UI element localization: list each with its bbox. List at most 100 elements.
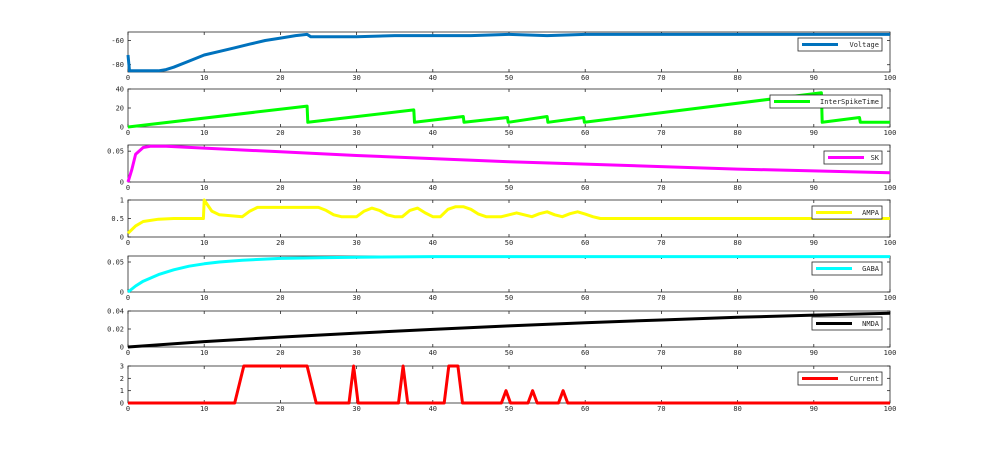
x-tick-label: 20: [276, 74, 284, 82]
y-tick-label: 0: [120, 179, 124, 187]
x-tick-label: 100: [884, 239, 897, 247]
x-tick-label: 30: [352, 74, 360, 82]
x-tick-label: 60: [581, 405, 589, 413]
x-tick-label: 70: [657, 129, 665, 137]
legend: NMDA: [811, 316, 883, 331]
series-ampa-line: [126, 198, 890, 235]
legend: AMPA: [811, 205, 883, 220]
y-tick-label: 0.05: [107, 148, 124, 156]
legend-label: NMDA: [862, 320, 880, 328]
series-gaba-line: [127, 255, 890, 294]
y-tick-label: 2: [120, 375, 124, 383]
x-tick-label: 40: [429, 184, 437, 192]
y-tick-label: 0: [120, 344, 124, 352]
x-tick-label: 10: [200, 74, 208, 82]
y-tick-label: -60: [111, 37, 124, 45]
legend-label: Current: [849, 375, 879, 383]
x-tick-label: 100: [884, 74, 897, 82]
subplot-7: 0 10 20 30 40 50 60 70 80 90 100 0 1 2 3 Current: [120, 363, 897, 414]
x-tick-label: 70: [657, 184, 665, 192]
series-nmda-line: [127, 311, 891, 349]
x-tick-label: 0: [126, 184, 130, 192]
x-tick-label: 90: [810, 74, 818, 82]
y-tick-label: 20: [116, 105, 124, 113]
x-tick-label: 20: [276, 405, 284, 413]
y-tick-label: 3: [120, 363, 124, 371]
legend: Current: [797, 371, 883, 386]
y-tick-label: 1: [120, 197, 124, 205]
subplot-2: 0 10 20 30 40 50 60 70 80 90 100 0 20 40 InterSpikeTim…: [116, 86, 897, 138]
x-tick-label: 0: [126, 239, 130, 247]
y-tick-label: 40: [116, 86, 124, 94]
y-tick-label: 0.04: [107, 308, 124, 316]
x-tick-label: 30: [352, 294, 360, 302]
x-tick-label: 100: [884, 294, 897, 302]
legend: Voltage: [797, 37, 883, 52]
x-tick-label: 80: [733, 239, 741, 247]
x-tick-label: 70: [657, 349, 665, 357]
y-tick-label: 0: [120, 400, 124, 408]
legend-label: Voltage: [849, 41, 879, 49]
x-tick-label: 60: [581, 129, 589, 137]
x-tick-label: 10: [200, 294, 208, 302]
x-tick-label: 70: [657, 405, 665, 413]
subplot-5: 0 10 20 30 40 50 60 70 80 90 100 0 0.05 GABA: [107, 255, 897, 302]
x-tick-label: 30: [352, 184, 360, 192]
y-tick-label: 0: [120, 289, 124, 297]
x-tick-label: 60: [581, 239, 589, 247]
x-tick-label: 0: [126, 405, 130, 413]
x-tick-label: 10: [200, 405, 208, 413]
x-tick-label: 70: [657, 239, 665, 247]
series-interspiketime-line: [127, 91, 890, 129]
y-tick-label: 0: [120, 234, 124, 242]
legend: GABA: [811, 261, 883, 276]
x-tick-label: 50: [505, 239, 513, 247]
x-tick-label: 20: [276, 184, 284, 192]
legend-label: AMPA: [862, 209, 880, 217]
series-voltage-line: [126, 32, 890, 73]
x-tick-label: 70: [657, 74, 665, 82]
x-tick-label: 100: [884, 184, 897, 192]
legend-box: [797, 37, 883, 52]
x-tick-label: 90: [810, 405, 818, 413]
x-tick-label: 80: [733, 129, 741, 137]
x-tick-label: 0: [126, 74, 130, 82]
subplot-1: 0 10 20 30 40 50 60 70 80 90 100 -80 -60 Voltage: [111, 31, 897, 82]
x-tick-label: 30: [352, 129, 360, 137]
axes-box: [127, 31, 891, 73]
x-tick-label: 60: [581, 294, 589, 302]
x-tick-label: 20: [276, 129, 284, 137]
x-tick-label: 80: [733, 405, 741, 413]
x-tick-label: 60: [581, 74, 589, 82]
x-tick-label: 90: [810, 349, 818, 357]
x-tick-label: 40: [429, 129, 437, 137]
x-tick-label: 50: [505, 349, 513, 357]
x-tick-label: 10: [200, 349, 208, 357]
legend: InterSpikeTime: [769, 94, 883, 109]
x-tick-label: 40: [429, 349, 437, 357]
x-tick-label: 60: [581, 349, 589, 357]
x-tick-label: 30: [352, 349, 360, 357]
x-tick-label: 80: [733, 294, 741, 302]
x-tick-label: 50: [505, 294, 513, 302]
x-tick-label: 80: [733, 349, 741, 357]
x-tick-label: 40: [429, 239, 437, 247]
x-tick-label: 20: [276, 294, 284, 302]
x-tick-label: 90: [810, 129, 818, 137]
x-tick-label: 60: [581, 184, 589, 192]
legend-box: [769, 94, 883, 109]
series-current-line: [128, 364, 890, 405]
x-tick-label: 50: [505, 74, 513, 82]
legend-label: SK: [871, 154, 880, 162]
x-tick-label: 10: [200, 239, 208, 247]
y-tick-label: 0.02: [107, 326, 124, 334]
legend-box: [797, 371, 883, 386]
x-tick-label: 0: [126, 294, 130, 302]
x-tick-label: 80: [733, 184, 741, 192]
x-tick-label: 50: [505, 405, 513, 413]
series-sk-line: [126, 144, 891, 183]
x-tick-label: 40: [429, 405, 437, 413]
y-tick-label: 0: [120, 124, 124, 132]
legend: SK: [823, 150, 883, 165]
